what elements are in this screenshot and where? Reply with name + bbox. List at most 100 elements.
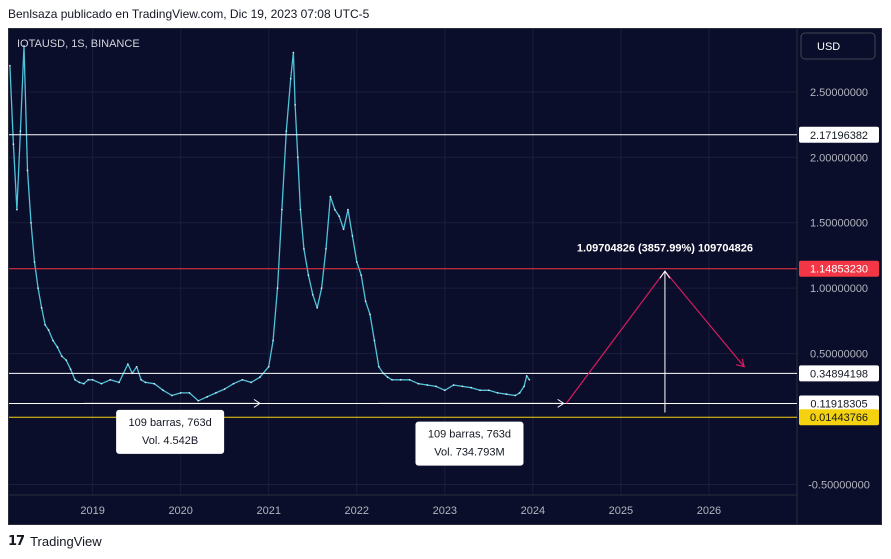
currency-button-label[interactable]: USD (817, 41, 840, 53)
price-point (496, 391, 499, 394)
price-point (74, 378, 76, 381)
price-point (91, 378, 94, 381)
x-tick-label-7: 2026 (697, 505, 721, 517)
info-box-3[interactable] (415, 421, 524, 466)
price-point (144, 381, 147, 384)
price-point (87, 378, 90, 381)
price-point (518, 391, 521, 394)
level-label-1: 1.14853230 (810, 264, 868, 276)
y-tick-label-1: 2.00000000 (810, 152, 868, 164)
level-label-bg-1 (799, 260, 879, 277)
price-point (408, 378, 411, 381)
footer: 17 TradingView (8, 531, 102, 553)
price-point (188, 391, 191, 394)
price-point (333, 208, 336, 211)
price-point (386, 376, 389, 379)
price-point (307, 274, 310, 276)
price-point (299, 208, 302, 211)
price-point (126, 363, 129, 366)
price-point (461, 385, 464, 388)
price-point (514, 394, 517, 397)
x-tick-label-3: 2022 (345, 505, 369, 517)
attribution-text: Benlsaza publicado en TradingView.com, D… (8, 7, 370, 21)
price-point (16, 208, 18, 211)
level-label-bg-2 (799, 365, 879, 382)
price-point (505, 393, 508, 396)
level-label-2: 0.34894198 (810, 368, 868, 380)
price-point (65, 359, 68, 362)
price-point (285, 130, 288, 133)
measure-label-6: 1.09704826 (3857.99%) 109704826 (577, 243, 753, 255)
price-point (351, 234, 354, 237)
price-point (294, 104, 297, 106)
price-point (223, 388, 226, 390)
price-point (267, 365, 270, 368)
price-point (179, 391, 182, 394)
price-point (373, 339, 376, 342)
x-tick-label-6: 2025 (609, 505, 633, 517)
price-point (452, 384, 455, 386)
price-point (153, 382, 156, 385)
price-point (8, 64, 11, 67)
price-point (69, 368, 72, 371)
price-point (391, 378, 393, 381)
price-point (33, 261, 36, 263)
price-point (364, 300, 367, 303)
price-point (37, 287, 39, 290)
currency-button[interactable] (800, 32, 876, 60)
y-tick-label-4: 0.50000000 (810, 349, 868, 361)
price-point (26, 169, 29, 172)
level-label-3: 0.11918305 (810, 398, 867, 410)
x-tick-label-0: 2019 (80, 505, 104, 517)
x-tick-label-5: 2024 (521, 505, 545, 517)
price-point (281, 208, 283, 211)
price-point (303, 248, 305, 250)
price-point (369, 313, 371, 316)
price-point (377, 365, 380, 368)
projection-path-4[interactable] (565, 270, 745, 404)
price-point (162, 389, 164, 392)
level-label-4: 0.01443766 (810, 412, 868, 424)
price-point (19, 130, 22, 133)
price-point (100, 382, 103, 385)
info-box-2[interactable] (116, 409, 225, 454)
info-box-line-3-0: 109 barras, 763d (428, 429, 511, 441)
level-label-bg-0 (799, 126, 879, 143)
price-point (338, 215, 341, 218)
footer-brand: TradingView (30, 534, 102, 549)
info-box-line-3-1: Vol. 734.793M (434, 447, 504, 459)
price-point (311, 293, 314, 296)
attribution-header: Benlsaza publicado en TradingView.com, D… (0, 0, 891, 28)
price-point (355, 261, 358, 263)
price-point (206, 395, 209, 398)
price-point (197, 399, 200, 402)
price-point (329, 195, 332, 198)
price-point (276, 287, 279, 290)
symbol-label[interactable]: IOTAUSD, 1S, BINANCE (17, 38, 140, 50)
price-point (12, 143, 15, 146)
y-tick-label-3: 1.00000000 (810, 283, 868, 295)
price-point (44, 323, 46, 326)
price-point (250, 381, 253, 384)
price-point (135, 365, 138, 368)
price-point (528, 378, 531, 381)
price-point (325, 248, 327, 250)
price-point (296, 156, 299, 159)
price-chart[interactable]: 2.17196382 1.14853230 0.34894198 0.11918305… (8, 29, 881, 524)
y-tick-label-2: 1.50000000 (810, 218, 868, 230)
price-point (316, 306, 319, 309)
level-label-bg-3 (799, 395, 879, 412)
price-point (443, 389, 446, 392)
level-label-0: 2.17196382 (810, 130, 868, 142)
price-point (78, 381, 81, 384)
price-point (23, 45, 25, 47)
price-point (342, 228, 345, 231)
x-tick-label-1: 2020 (168, 505, 192, 517)
price-point (525, 374, 528, 377)
price-point (487, 389, 490, 392)
price-point (347, 208, 349, 211)
x-tick-label-2: 2021 (256, 505, 280, 517)
price-point (399, 378, 402, 381)
price-point (292, 51, 295, 54)
chart-frame[interactable]: 2.17196382 1.14853230 0.34894198 0.11918305… (8, 28, 882, 525)
